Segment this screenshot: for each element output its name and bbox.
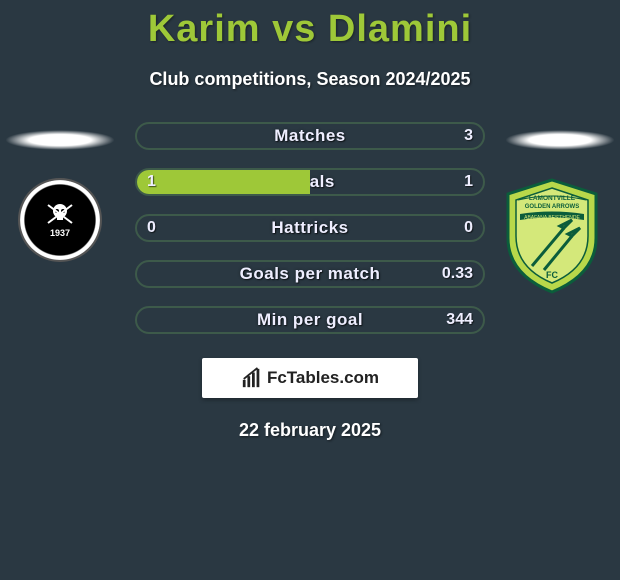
stat-value-right: 0.33 [442, 265, 473, 283]
club-badge-right: LAMONTVILLE GOLDEN ARROWS ABAFANA BES'TH… [502, 178, 602, 294]
stat-row: Min per goal 344 [135, 306, 485, 334]
svg-text:LAMONTVILLE: LAMONTVILLE [529, 195, 576, 202]
stat-label: Matches [274, 126, 346, 146]
stat-value-left: 0 [147, 219, 156, 237]
stats-table: Matches 3 1Goals1 0 Hattricks 0 Goals per matc… [135, 122, 485, 334]
subtitle: Club competitions, Season 2024/2025 [0, 69, 620, 90]
stat-value-right: 344 [446, 311, 473, 329]
stat-row: 0 Hattricks 0 [135, 214, 485, 242]
stat-fill-left [137, 170, 310, 194]
svg-text:FC: FC [546, 270, 558, 280]
stat-value-right: 0 [464, 219, 473, 237]
club-badge-left-label: 1937 [45, 202, 75, 239]
stat-label: Hattricks [271, 218, 348, 238]
date-label: 22 february 2025 [0, 420, 620, 441]
page-title: Karim vs Dlamini [0, 0, 620, 51]
golden-arrows-crest-icon: LAMONTVILLE GOLDEN ARROWS ABAFANA BES'TH… [502, 178, 602, 294]
stat-label: Goals per match [240, 264, 381, 284]
stat-value-right: 3 [464, 127, 473, 145]
stat-row: Goals per match 0.33 [135, 260, 485, 288]
player-shadow-left [5, 130, 115, 150]
stat-row: 1Goals1 [135, 168, 485, 196]
club-badge-left-year: 1937 [45, 229, 75, 239]
branding-label: FcTables.com [267, 368, 379, 388]
branding-badge[interactable]: FcTables.com [202, 358, 418, 398]
stat-value-right: 1 [464, 173, 473, 191]
stat-label: Min per goal [257, 310, 363, 330]
pirates-skull-icon [45, 202, 75, 226]
stat-row: Matches 3 [135, 122, 485, 150]
chart-icon [241, 367, 263, 389]
club-badge-left: 1937 [18, 178, 102, 262]
svg-text:GOLDEN ARROWS: GOLDEN ARROWS [525, 204, 579, 210]
stat-value-left: 1 [147, 173, 156, 191]
player-shadow-right [505, 130, 615, 150]
